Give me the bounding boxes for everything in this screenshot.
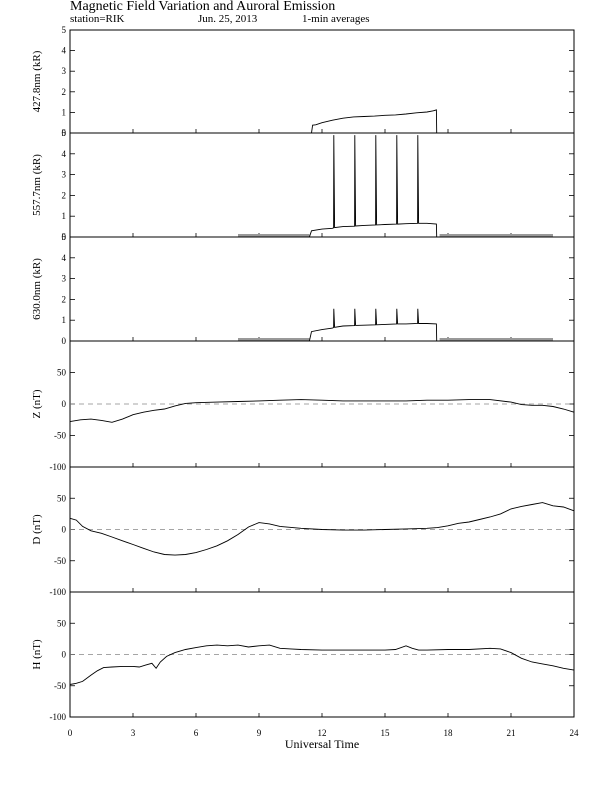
y-tick-label-p6300-0: 0 (62, 336, 67, 346)
y-tick-label-pD-0: -100 (50, 587, 67, 597)
y-tick-label-pZ-3: 50 (57, 368, 67, 378)
no-data-bar-p5577-0 (238, 234, 310, 237)
y-tick-label-p5577-0: 0 (62, 232, 67, 242)
y-axis-label-p5577: 557.7nm (kR) (31, 154, 43, 216)
no-data-bar-p5577-1 (439, 234, 553, 237)
y-axis-label-pZ: Z (nT) (31, 389, 43, 418)
y-tick-label-p6300-4: 4 (62, 253, 67, 263)
x-tick-label-6: 18 (444, 728, 454, 738)
date-label: Jun. 25, 2013 (198, 13, 258, 25)
y-tick-label-p4278-3: 3 (62, 66, 67, 76)
panel-frame-p5577 (69, 132, 575, 238)
averaging-label: 1-min averages (302, 13, 370, 25)
x-tick-label-7: 21 (507, 728, 516, 738)
station-label: station=RIK (70, 13, 125, 25)
y-tick-label-p6300-2: 2 (62, 294, 67, 304)
x-tick-label-0: 0 (68, 728, 73, 738)
y-tick-label-p4278-5: 5 (62, 25, 67, 35)
y-tick-label-pZ-1: -50 (54, 431, 66, 441)
y-tick-label-pZ-0: -100 (50, 462, 67, 472)
y-axis-label-pD: D (nT) (31, 514, 43, 545)
y-tick-label-pH-0: -100 (50, 712, 67, 722)
x-tick-label-1: 3 (131, 728, 136, 738)
y-axis-label-p4278: 427.8nm (kR) (31, 50, 43, 112)
panel-frame-p6300 (69, 236, 575, 342)
y-tick-label-pH-1: -50 (54, 681, 66, 691)
x-tick-label-5: 15 (381, 728, 391, 738)
x-tick-label-8: 24 (570, 728, 580, 738)
y-tick-label-pD-1: -50 (54, 556, 66, 566)
series-line-pD-0 (69, 502, 575, 556)
y-tick-label-p5577-4: 4 (62, 149, 67, 159)
no-data-bar-p6300-0 (238, 338, 310, 341)
x-tick-label-3: 9 (257, 728, 262, 738)
series-line-pH-0 (69, 644, 575, 685)
y-tick-label-p6300-1: 1 (62, 315, 67, 325)
series-line-p6300-0 (308, 308, 438, 342)
y-tick-label-p5577-2: 2 (62, 190, 67, 200)
y-tick-label-p4278-0: 0 (62, 128, 67, 138)
no-data-bar-p6300-1 (439, 338, 553, 341)
y-tick-label-p5577-5: 5 (62, 128, 67, 138)
y-tick-label-pZ-2: 0 (62, 399, 67, 409)
x-axis-label: Universal Time (285, 737, 359, 751)
y-tick-label-p4278-1: 1 (62, 107, 67, 117)
y-tick-label-p5577-3: 3 (62, 170, 67, 180)
y-tick-label-pH-3: 50 (57, 618, 67, 628)
series-line-p5577-0 (308, 135, 438, 238)
y-axis-label-pH: H (nT) (31, 639, 43, 670)
y-tick-label-p4278-4: 4 (62, 46, 67, 56)
y-tick-label-p6300-3: 3 (62, 274, 67, 284)
panel-frame-p4278 (69, 29, 575, 134)
y-tick-label-pD-2: 0 (62, 525, 67, 535)
y-axis-label-p6300: 630.0nm (kR) (31, 258, 43, 320)
series-line-pZ-0 (69, 399, 575, 423)
y-tick-label-pD-3: 50 (57, 493, 67, 503)
series-line-p4278-0 (311, 109, 438, 134)
chart-title: Magnetic Field Variation and Auroral Emi… (70, 0, 336, 14)
y-tick-label-p4278-2: 2 (62, 87, 67, 97)
y-tick-label-p6300-5: 5 (62, 232, 67, 242)
y-tick-label-pH-2: 0 (62, 650, 67, 660)
x-tick-label-4: 12 (318, 728, 327, 738)
x-tick-label-2: 6 (194, 728, 199, 738)
y-tick-label-p5577-1: 1 (62, 211, 67, 221)
